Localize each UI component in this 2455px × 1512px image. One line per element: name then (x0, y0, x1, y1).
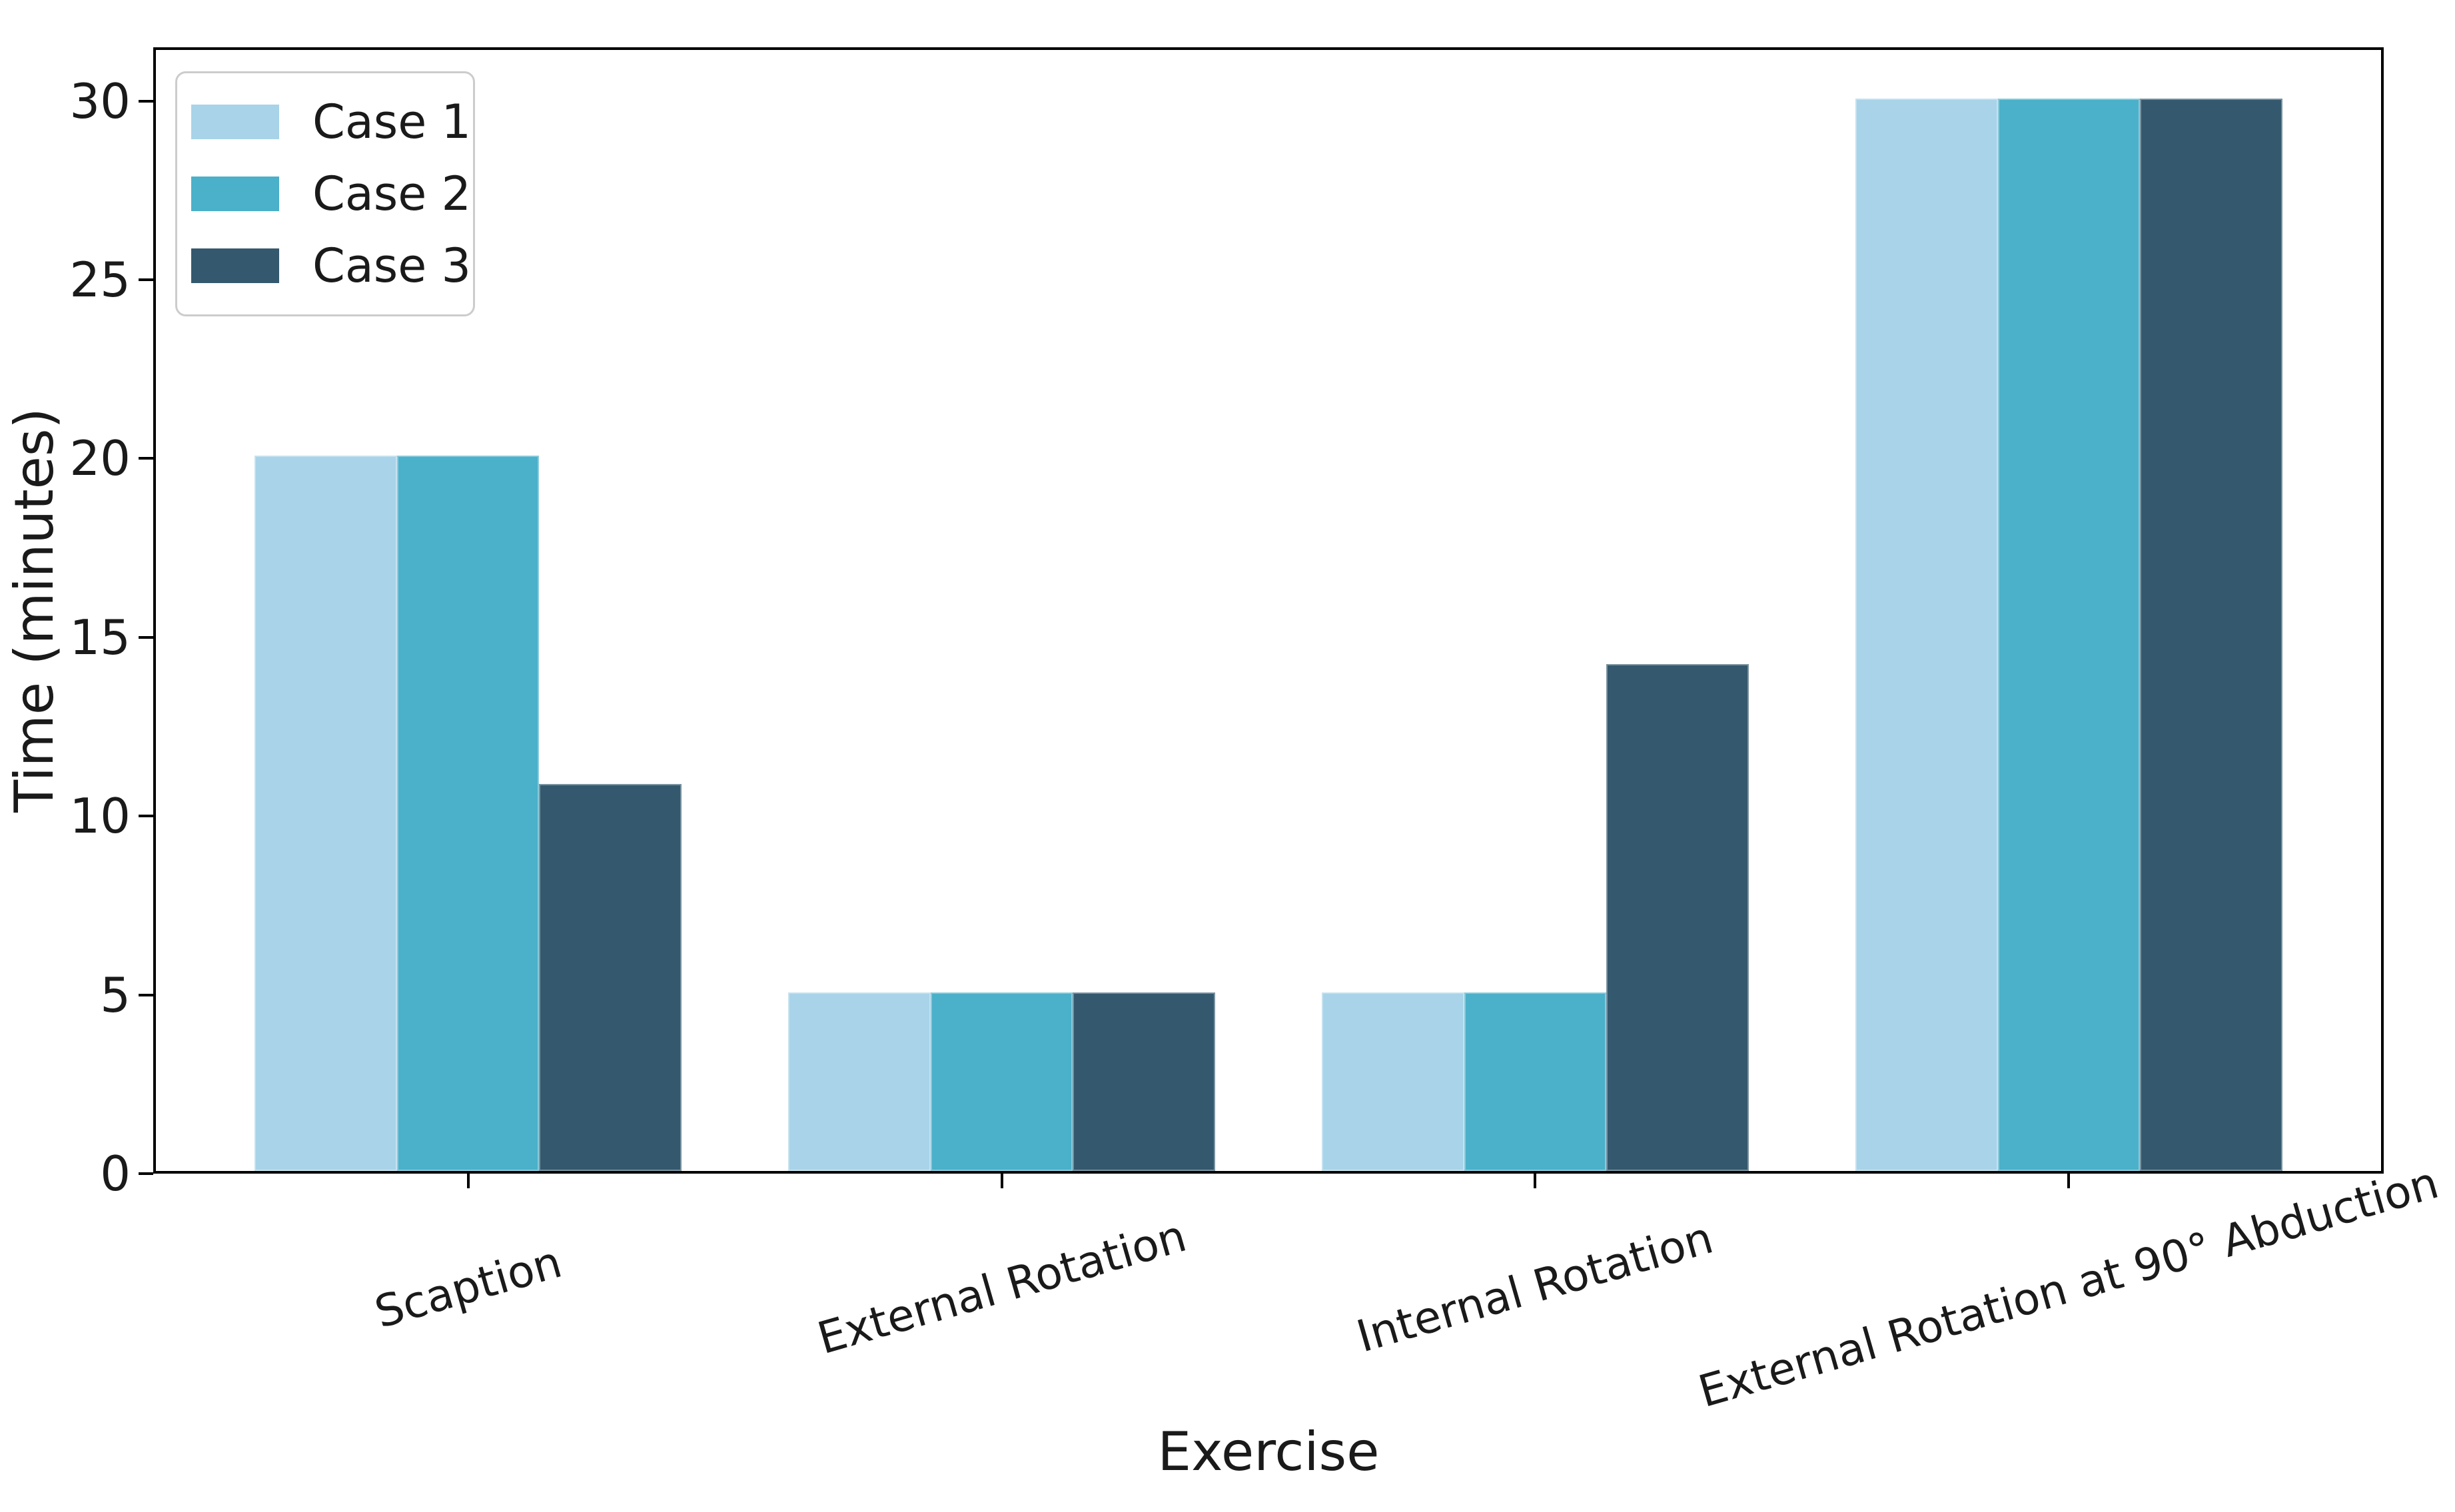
y-tick-mark (139, 278, 153, 281)
bar-case-2-internal-rotation (1464, 992, 1607, 1171)
legend-item-case-1: Case 1 (191, 99, 473, 145)
y-tick-mark (139, 815, 153, 818)
y-tick-mark (139, 635, 153, 639)
legend-label-case-3: Case 3 (312, 238, 472, 293)
y-tick-label: 5 (100, 966, 131, 1023)
y-tick-label: 25 (69, 251, 131, 308)
bar-case-3-scaption (539, 783, 682, 1171)
y-tick-mark (139, 993, 153, 996)
bar-case-2-external-rotation-at-90-abduction (1997, 98, 2141, 1171)
x-tick-label-external-rotation-at-90-abduction: External Rotation at 90° Abduction (1693, 1156, 2444, 1418)
x-tick-mark (1000, 1174, 1003, 1188)
y-tick-mark (139, 99, 153, 103)
y-tick-mark (139, 457, 153, 460)
bar-case-1-scaption (254, 456, 397, 1171)
y-tick-label: 20 (69, 430, 131, 487)
x-axis-label: Exercise (1157, 1421, 1380, 1483)
legend: Case 1 Case 2 Case 3 (175, 71, 475, 316)
y-tick-label: 0 (100, 1146, 131, 1202)
x-tick-mark (2067, 1174, 2071, 1188)
y-tick-label: 30 (69, 73, 131, 129)
bar-case-1-external-rotation-at-90-abduction (1855, 98, 1998, 1171)
legend-swatch-case-1 (191, 105, 279, 139)
legend-label-case-2: Case 2 (312, 167, 472, 221)
bar-case-1-internal-rotation (1322, 992, 1464, 1171)
x-tick-label-scaption: Scaption (368, 1236, 567, 1339)
bar-case-3-external-rotation-at-90-abduction (2140, 98, 2282, 1171)
legend-item-case-3: Case 3 (191, 242, 473, 289)
legend-swatch-case-3 (191, 248, 279, 283)
x-tick-mark (1534, 1174, 1537, 1188)
y-tick-label: 10 (69, 788, 131, 845)
legend-label-case-1: Case 1 (312, 95, 472, 149)
legend-item-case-2: Case 2 (191, 171, 473, 217)
bar-case-1-external-rotation (788, 992, 931, 1171)
bar-case-3-external-rotation (1073, 992, 1215, 1171)
y-axis-label: Time (minutes) (3, 408, 65, 813)
legend-swatch-case-2 (191, 177, 279, 211)
x-tick-label-external-rotation: External Rotation (811, 1210, 1192, 1365)
bar-case-2-scaption (396, 456, 540, 1171)
bar-case-3-internal-rotation (1606, 664, 1749, 1171)
x-tick-label-internal-rotation: Internal Rotation (1351, 1212, 1719, 1363)
bar-case-2-external-rotation (930, 992, 1073, 1171)
y-tick-mark (139, 1172, 153, 1175)
y-tick-label: 15 (69, 609, 131, 665)
x-tick-mark (466, 1174, 470, 1188)
